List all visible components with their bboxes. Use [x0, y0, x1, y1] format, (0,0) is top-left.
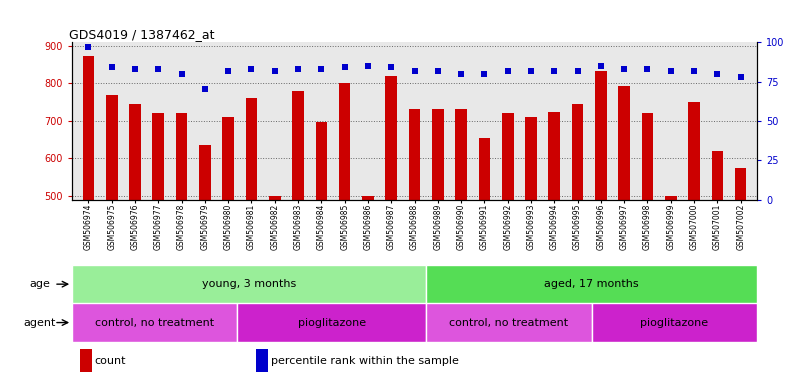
Bar — [72, 303, 237, 342]
Bar — [246, 98, 257, 200]
Bar — [455, 109, 467, 200]
Bar — [502, 113, 513, 200]
Bar — [711, 151, 723, 200]
Bar — [129, 104, 141, 200]
Bar — [595, 71, 606, 200]
Point — [175, 71, 188, 77]
Text: young, 3 months: young, 3 months — [202, 279, 296, 289]
Point — [129, 66, 142, 72]
Point — [361, 63, 374, 69]
Bar — [339, 83, 351, 200]
Point — [268, 68, 281, 74]
Bar — [199, 145, 211, 200]
Bar — [72, 265, 426, 303]
Point — [384, 65, 397, 71]
Bar — [292, 91, 304, 200]
Text: control, no treatment: control, no treatment — [449, 318, 569, 328]
Point — [199, 86, 211, 93]
Point — [548, 68, 561, 74]
Text: agent: agent — [23, 318, 56, 328]
Bar — [688, 102, 700, 200]
Point — [594, 63, 607, 69]
Point — [432, 68, 445, 74]
Bar — [478, 138, 490, 200]
Point — [455, 71, 468, 77]
Bar — [83, 56, 95, 200]
Point — [525, 68, 537, 74]
Bar — [106, 95, 118, 200]
Bar — [426, 303, 592, 342]
Point — [292, 66, 304, 72]
Bar — [642, 113, 654, 200]
Point — [711, 71, 724, 77]
Bar — [316, 122, 327, 200]
Point — [315, 66, 328, 72]
Point — [735, 74, 747, 80]
Point — [338, 65, 351, 71]
Text: percentile rank within the sample: percentile rank within the sample — [271, 356, 459, 366]
Point — [687, 68, 700, 74]
Point — [478, 71, 491, 77]
Text: count: count — [95, 356, 126, 366]
Bar — [618, 86, 630, 200]
Text: age: age — [29, 279, 50, 289]
Point — [245, 66, 258, 72]
Bar — [223, 117, 234, 200]
Bar — [175, 113, 187, 200]
Bar — [665, 196, 677, 200]
Point — [82, 44, 95, 50]
Bar — [80, 349, 92, 372]
Point — [641, 66, 654, 72]
Point — [618, 66, 630, 72]
Bar — [256, 349, 268, 372]
Text: GDS4019 / 1387462_at: GDS4019 / 1387462_at — [69, 28, 214, 41]
Bar — [152, 113, 164, 200]
Bar — [572, 104, 583, 200]
Bar — [237, 303, 426, 342]
Bar — [592, 303, 757, 342]
Point — [105, 65, 118, 71]
Bar — [432, 109, 444, 200]
Bar — [269, 196, 280, 200]
Bar — [409, 109, 421, 200]
Text: control, no treatment: control, no treatment — [95, 318, 215, 328]
Text: pioglitazone: pioglitazone — [640, 318, 708, 328]
Bar — [426, 265, 757, 303]
Point — [222, 68, 235, 74]
Point — [664, 68, 677, 74]
Bar — [735, 168, 747, 200]
Bar — [525, 117, 537, 200]
Point — [408, 68, 421, 74]
Point — [571, 68, 584, 74]
Bar — [385, 76, 397, 200]
Bar — [549, 112, 560, 200]
Point — [501, 68, 514, 74]
Text: pioglitazone: pioglitazone — [298, 318, 366, 328]
Point — [152, 66, 165, 72]
Text: aged, 17 months: aged, 17 months — [545, 279, 639, 289]
Bar — [362, 196, 374, 200]
